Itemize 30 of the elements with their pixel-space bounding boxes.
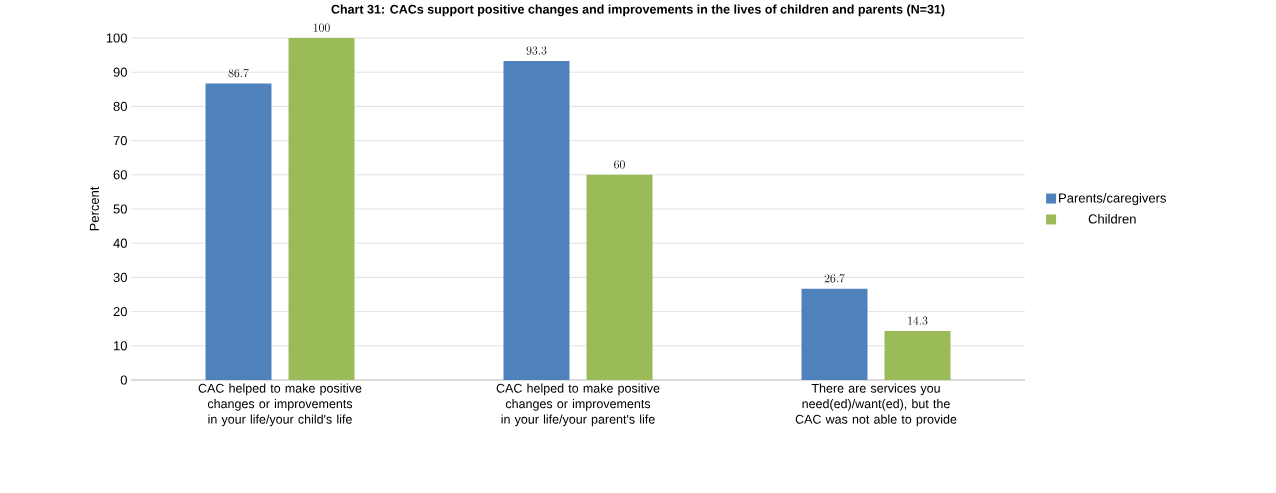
legend-label: Parents/caregivers — [1059, 193, 1166, 206]
y-tick-label: 20 — [113, 306, 127, 317]
y-tick-label: 40 — [113, 238, 127, 248]
data-label: 26.7 — [824, 274, 845, 283]
y-tick-label: 0 — [120, 375, 127, 385]
x-tick-label: CAC helped to make positive changes or improvements in your life/your parent's life — [496, 383, 660, 427]
y-tick-label: 100 — [106, 33, 127, 43]
text: Children — [1088, 213, 1136, 224]
data-label: 14.3 — [908, 316, 928, 325]
data-label: 93.3 — [526, 46, 547, 55]
chart-title: Chart 31: CACs support positive changes and improvements in the lives of children and parents (N=31) — [331, 4, 945, 17]
bar — [503, 60, 570, 380]
x-tick-label: There are services you need(ed)/want(ed), but the CAC was not able to provide — [795, 383, 957, 427]
y-tick-label: 10 — [114, 341, 127, 351]
data-label: 100 — [313, 23, 330, 32]
data-label: 86.7 — [228, 68, 249, 78]
bar — [884, 331, 951, 380]
y-tick-label: 30 — [113, 272, 127, 282]
y-tick-label: 70 — [113, 135, 127, 146]
bar — [205, 83, 272, 380]
y-tick-label: 50 — [113, 204, 127, 214]
y-tick-label: 80 — [113, 101, 127, 111]
y-tick-label: 90 — [113, 67, 127, 77]
data-label: 60 — [614, 160, 625, 169]
y-axis-title: Percent — [89, 186, 99, 231]
bar — [586, 174, 653, 380]
y-tick-label: 60 — [113, 170, 127, 180]
x-tick-label: CAC helped to make positive changes or improvements in your life/your child's life — [198, 383, 362, 427]
bar — [288, 38, 355, 380]
bar — [801, 288, 868, 380]
